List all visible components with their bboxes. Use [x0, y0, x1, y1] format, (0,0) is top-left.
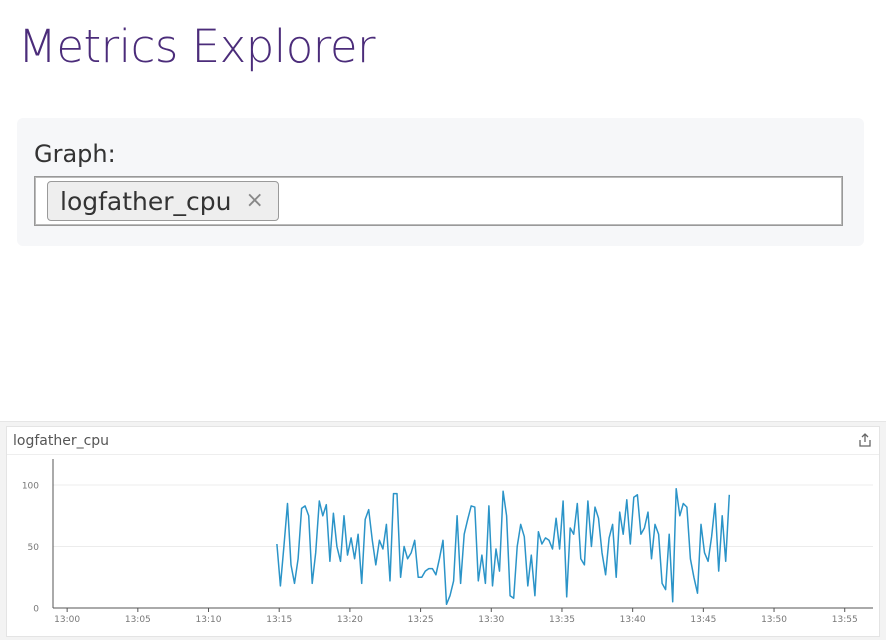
share-icon[interactable] — [857, 432, 873, 448]
y-tick-label: 50 — [28, 543, 40, 553]
x-tick-label: 13:10 — [196, 615, 222, 625]
x-tick-label: 13:25 — [408, 615, 434, 625]
chart-header-divider — [7, 454, 879, 455]
page-title: Metrics Explorer — [18, 20, 376, 73]
x-tick-label: 13:05 — [125, 615, 151, 625]
x-tick-label: 13:30 — [478, 615, 504, 625]
x-tick-label: 13:20 — [337, 615, 363, 625]
metric-tag-label: logfather_cpu — [60, 186, 232, 216]
x-tick-label: 13:45 — [690, 615, 716, 625]
x-tick-label: 13:55 — [832, 615, 858, 625]
x-tick-label: 13:15 — [266, 615, 292, 625]
chart-card: logfather_cpu 0 50 100 13:00 13:05 13:10 13:15… — [6, 426, 880, 637]
chart-panel: logfather_cpu 0 50 100 13:00 13:05 13:10 13:15… — [0, 421, 886, 640]
metric-tag-input[interactable]: logfather_cpu × — [34, 176, 843, 226]
graph-form-panel: Graph: logfather_cpu × — [17, 118, 864, 246]
x-tick-label: 13:50 — [761, 615, 787, 625]
metric-tag-chip[interactable]: logfather_cpu × — [47, 181, 279, 221]
x-tick-label: 13:35 — [549, 615, 575, 625]
series-line-logfather_cpu — [276, 487, 731, 606]
chart-title: logfather_cpu — [13, 433, 110, 449]
tag-remove-icon[interactable]: × — [245, 188, 264, 213]
cpu-line-chart: 0 50 100 13:00 13:05 13:10 13:15 13:20 13:25 13:3… — [22, 459, 873, 625]
y-tick-label: 100 — [22, 482, 39, 492]
y-tick-label: 0 — [33, 605, 39, 615]
x-tick-label: 13:00 — [54, 615, 80, 625]
graph-label: Graph: — [34, 140, 116, 168]
x-tick-label: 13:40 — [620, 615, 646, 625]
